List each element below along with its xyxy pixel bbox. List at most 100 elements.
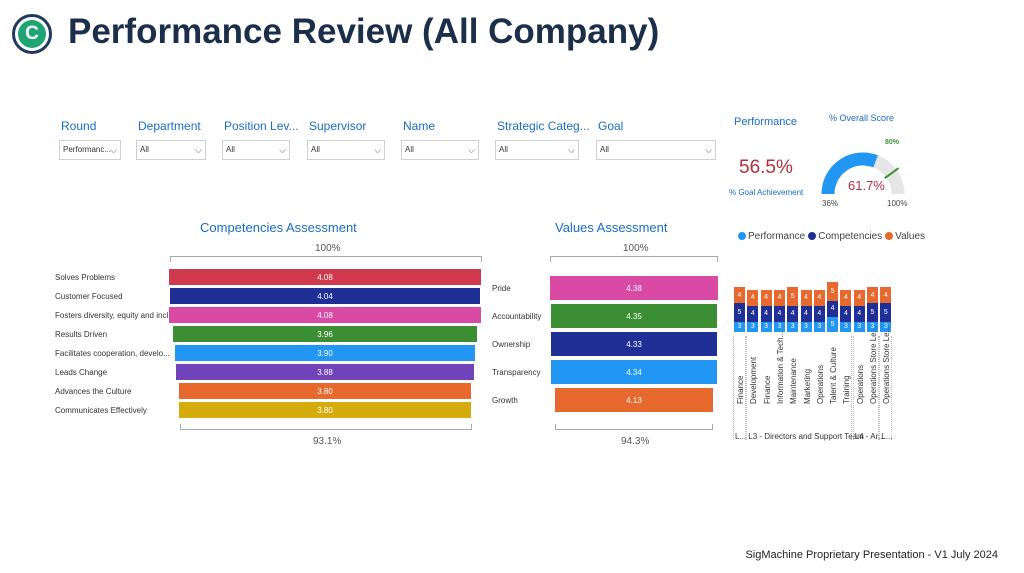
overall-score-heading: % Overall Score [829, 113, 895, 123]
competencies-segment[interactable]: 4 [813, 305, 825, 322]
filter-department-dropdown[interactable]: All ⌵ [136, 140, 206, 160]
competencies-segment[interactable]: 4 [773, 305, 785, 322]
competencies-bar[interactable]: 4.04 [170, 288, 480, 304]
competencies-bar-value: 4.04 [317, 291, 333, 301]
values-segment[interactable]: 4 [747, 289, 759, 306]
values-bar[interactable]: 4.13 [555, 388, 713, 412]
competencies-segment[interactable]: 4 [840, 305, 852, 322]
competencies-segment[interactable]: 4 [827, 300, 839, 317]
values-segment[interactable]: 4 [853, 289, 865, 306]
performance-segment[interactable]: 3 [760, 321, 772, 332]
competencies-segment[interactable]: 4 [787, 305, 799, 322]
values-top-pct: 100% [623, 243, 649, 254]
competencies-bar[interactable]: 3.80 [179, 402, 471, 418]
chevron-down-icon: ⌵ [279, 145, 286, 155]
overall-score-gauge [821, 152, 905, 195]
chevron-down-icon: ⌵ [468, 145, 475, 155]
values-segment[interactable]: 4 [840, 289, 852, 306]
competencies-segment[interactable]: 4 [747, 305, 759, 322]
company-logo: C [12, 14, 52, 54]
group-separator [746, 336, 853, 440]
competencies-segment[interactable]: 5 [734, 303, 745, 322]
competencies-row-label: Results Driven [55, 330, 108, 339]
performance-segment[interactable]: 3 [840, 321, 852, 332]
values-bar[interactable]: 4.33 [551, 332, 717, 356]
performance-segment[interactable]: 3 [773, 321, 785, 332]
segment-value: 3 [857, 323, 862, 331]
values-bar[interactable]: 4.38 [550, 276, 718, 300]
filter-round-dropdown[interactable]: Performanc... ⌵ [59, 140, 121, 160]
competencies-row-label: Solves Problems [55, 273, 116, 282]
competencies-bar[interactable]: 3.80 [179, 383, 471, 399]
values-segment[interactable]: 4 [867, 287, 878, 303]
competencies-bottom-pct: 93.1% [313, 436, 342, 447]
filter-position-lev-dropdown[interactable]: All ⌵ [222, 140, 290, 160]
values-segment[interactable]: 4 [880, 287, 892, 303]
legend-dot [808, 232, 817, 241]
segment-value: 4 [843, 310, 848, 317]
competencies-bar[interactable]: 3.90 [175, 345, 475, 361]
values-top-bracket [550, 256, 718, 262]
values-segment[interactable]: 4 [800, 289, 812, 306]
group-label: L... [735, 432, 747, 441]
legend-label: Competencies [818, 231, 883, 242]
footer-text: SigMachine Proprietary Presentation - V1… [745, 549, 998, 561]
segment-value: 4 [830, 305, 835, 312]
legend-label: Performance [748, 231, 806, 242]
goal-achievement-value: 56.5% [739, 157, 793, 178]
competencies-bar[interactable]: 3.88 [176, 364, 474, 380]
legend-dot [738, 232, 746, 241]
values-row-label: Growth [492, 396, 518, 405]
competencies-bar[interactable]: 3.96 [173, 326, 477, 342]
filter-goal-dropdown[interactable]: All ⌵ [596, 140, 716, 160]
values-segment[interactable]: 4 [760, 289, 772, 306]
segment-value: 3 [817, 323, 822, 331]
competencies-segment[interactable]: 5 [880, 303, 892, 322]
values-segment[interactable]: 5 [827, 282, 839, 301]
filter-name-dropdown[interactable]: All ⌵ [401, 140, 479, 160]
performance-segment[interactable]: 3 [800, 321, 812, 332]
performance-segment[interactable]: 3 [853, 321, 865, 332]
competencies-bar-value: 4.08 [317, 272, 333, 282]
values-bar-value: 4.33 [626, 339, 642, 349]
filter-selected-value: All [226, 145, 235, 154]
values-bar[interactable]: 4.34 [550, 360, 718, 384]
chevron-down-icon: ⌵ [110, 145, 117, 155]
values-segment[interactable]: 4 [773, 289, 785, 306]
values-segment[interactable]: 4 [813, 289, 825, 306]
segment-value: 4 [857, 294, 862, 301]
values-bar[interactable]: 4.35 [550, 304, 718, 328]
performance-segment[interactable]: 5 [827, 316, 839, 332]
competencies-segment[interactable]: 4 [853, 305, 865, 322]
competencies-bar[interactable]: 4.08 [169, 307, 481, 323]
performance-segment[interactable]: 3 [813, 321, 825, 332]
performance-segment[interactable]: 3 [867, 321, 878, 332]
competencies-segment[interactable]: 4 [800, 305, 812, 322]
competencies-bar-value: 3.88 [317, 367, 333, 377]
performance-segment[interactable]: 3 [734, 321, 745, 332]
performance-segment[interactable]: 3 [880, 321, 892, 332]
competencies-bottom-bracket [180, 424, 472, 430]
values-segment[interactable]: 4 [734, 287, 745, 303]
competencies-segment[interactable]: 4 [760, 305, 772, 322]
competencies-bar[interactable]: 4.08 [169, 269, 481, 285]
legend-label: Values [895, 231, 926, 242]
gauge-target-marker [884, 167, 900, 179]
filter-strategic-categ-dropdown[interactable]: All ⌵ [495, 140, 579, 160]
legend-item-competencies: Competencies [808, 231, 882, 242]
segment-value: 4 [804, 294, 808, 301]
performance-segment[interactable]: 3 [747, 321, 759, 332]
performance-segment[interactable]: 3 [787, 321, 799, 332]
filter-label: Department [138, 119, 201, 133]
gauge-fill [821, 152, 878, 195]
group-label: L4 - Ar... [854, 432, 885, 441]
values-segment[interactable]: 5 [787, 287, 799, 306]
chevron-down-icon: ⌵ [705, 145, 712, 155]
competencies-row-label: Advances the Culture [55, 387, 132, 396]
segment-value: 4 [764, 310, 769, 317]
segment-value: 4 [883, 291, 888, 299]
filter-supervisor-dropdown[interactable]: All ⌵ [307, 140, 385, 160]
filter-label: Round [61, 119, 97, 133]
competencies-segment[interactable]: 5 [867, 303, 878, 322]
segment-value: 3 [777, 323, 782, 331]
